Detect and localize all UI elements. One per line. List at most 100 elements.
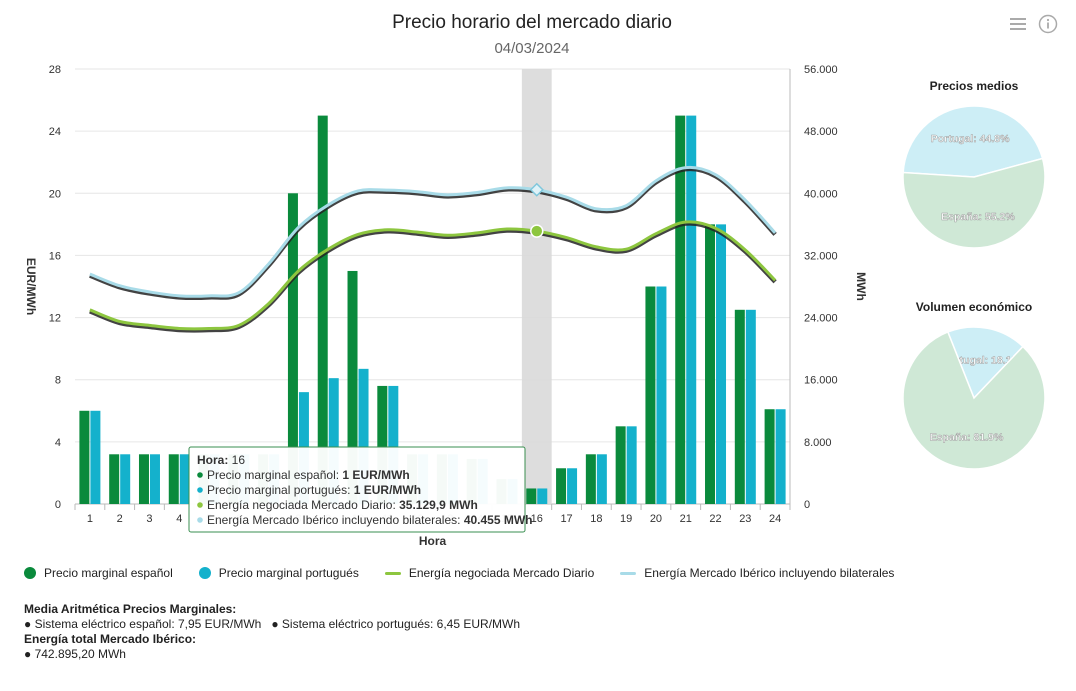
y-tick-label-left: 20 bbox=[49, 188, 61, 200]
total-energy-title: Energía total Mercado Ibérico: bbox=[24, 632, 197, 646]
bar-spain[interactable] bbox=[377, 385, 388, 504]
line-energy-md[interactable] bbox=[89, 220, 777, 331]
legend-spain-marker bbox=[24, 567, 36, 579]
x-tick-label: 23 bbox=[739, 513, 751, 525]
pie-label-portugal: Portugal: 44.8% bbox=[931, 133, 1010, 145]
bar-portugal[interactable] bbox=[388, 385, 399, 504]
bar-portugal[interactable] bbox=[626, 426, 637, 504]
bar-portugal[interactable] bbox=[567, 468, 578, 504]
x-tick-label: 4 bbox=[176, 513, 182, 525]
bar-spain[interactable] bbox=[675, 115, 686, 504]
pie-precios-medios: Portugal: 44.8% España: 55.2% bbox=[902, 105, 1046, 249]
y-axis-title-right: MWh bbox=[854, 272, 868, 301]
pie-label-spain: España: 81.9% bbox=[930, 431, 1004, 443]
bar-spain[interactable] bbox=[645, 286, 656, 505]
x-tick-label: 20 bbox=[650, 513, 662, 525]
x-tick-label: 2 bbox=[117, 513, 123, 525]
avg-prices-line: ● Sistema eléctrico español: 7,95 EUR/MW… bbox=[24, 617, 521, 631]
bar-spain[interactable] bbox=[705, 224, 716, 504]
bar-portugal[interactable] bbox=[686, 115, 697, 504]
x-tick-label: 22 bbox=[709, 513, 721, 525]
x-tick-label: 18 bbox=[590, 513, 602, 525]
hamburger-menu-icon[interactable] bbox=[1008, 14, 1028, 34]
bar-portugal[interactable] bbox=[120, 454, 131, 504]
y-tick-label-left: 12 bbox=[49, 313, 61, 325]
pie-title-precios-medios: Precios medios bbox=[929, 79, 1019, 93]
x-axis-title: Hora bbox=[419, 534, 447, 548]
pie-slice-portugal[interactable] bbox=[946, 326, 1024, 400]
bar-portugal[interactable] bbox=[537, 488, 548, 504]
info-icon[interactable] bbox=[1038, 14, 1058, 34]
tooltip-row: Precio marginal español: 1 EUR/MWh bbox=[207, 468, 410, 482]
y-tick-label-right: 56.000 bbox=[804, 64, 838, 76]
tooltip-row-marker bbox=[197, 517, 203, 523]
bar-portugal[interactable] bbox=[656, 286, 667, 505]
pie-volumen-economico: Portugal: 18.1% España: 81.9% bbox=[902, 326, 1046, 470]
tooltip-box bbox=[188, 446, 526, 533]
y-tick-label-left: 0 bbox=[55, 499, 61, 511]
chart-toolbar bbox=[1008, 14, 1058, 34]
legend-portugal-marker bbox=[198, 567, 211, 579]
legend-item-energy-iberico[interactable]: Energía Mercado Ibérico incluyendo bilat… bbox=[620, 566, 894, 580]
x-tick-label: 19 bbox=[620, 513, 632, 525]
legend-energy-iberico-label: Energía Mercado Ibérico incluyendo bilat… bbox=[644, 566, 895, 580]
x-tick-label: 3 bbox=[146, 513, 152, 525]
tooltip-row: Energía negociada Mercado Diario: 35.129… bbox=[207, 498, 478, 512]
bar-spain[interactable] bbox=[287, 193, 298, 505]
stats-panel: Media Aritmética Precios Marginales: ● S… bbox=[24, 602, 520, 662]
tooltip-row: Energía Mercado Ibérico incluyendo bilat… bbox=[207, 513, 533, 527]
legend-item-energy-md[interactable]: Energía negociada Mercado Diario bbox=[384, 566, 595, 580]
x-tick-label: 17 bbox=[560, 513, 572, 525]
bar-spain[interactable] bbox=[109, 454, 120, 504]
pie-label-portugal: Portugal: 18.1% bbox=[942, 355, 1021, 367]
y-axis-title-left: EUR/MWh bbox=[24, 258, 38, 315]
bar-portugal[interactable] bbox=[179, 454, 190, 504]
pie-slice-portugal[interactable] bbox=[902, 105, 1044, 178]
y-tick-label-left: 16 bbox=[49, 250, 61, 262]
bar-portugal[interactable] bbox=[716, 224, 727, 504]
bar-portugal[interactable] bbox=[358, 368, 369, 504]
x-tick-label: 1 bbox=[87, 513, 93, 525]
line-energy-iberico[interactable] bbox=[89, 165, 777, 298]
bar-spain[interactable] bbox=[615, 426, 626, 504]
legend-energy-md-marker bbox=[384, 571, 401, 575]
x-tick-label: 21 bbox=[680, 513, 692, 525]
bar-spain[interactable] bbox=[585, 454, 596, 504]
pie-slice-spain[interactable] bbox=[902, 157, 1046, 249]
bar-spain[interactable] bbox=[347, 270, 358, 504]
bar-spain[interactable] bbox=[138, 454, 149, 504]
highlight-band bbox=[521, 69, 552, 504]
legend-item-portugal[interactable]: Precio marginal portugués bbox=[198, 566, 359, 580]
pie-title-volumen-economico: Volumen económico bbox=[915, 300, 1033, 314]
y-tick-label-left: 28 bbox=[49, 64, 61, 76]
pie-label-spain: España: 55.2% bbox=[941, 211, 1015, 223]
total-energy-line: ● 742.895,20 MWh bbox=[24, 647, 126, 661]
y-tick-label-right: 48.000 bbox=[804, 126, 838, 138]
bar-portugal[interactable] bbox=[90, 410, 101, 504]
y-tick-label-right: 16.000 bbox=[804, 375, 838, 387]
bar-portugal[interactable] bbox=[745, 309, 756, 504]
y-tick-label-left: 4 bbox=[55, 437, 61, 449]
bar-portugal[interactable] bbox=[149, 454, 160, 504]
pie-slice-spain[interactable] bbox=[902, 331, 1046, 470]
y-tick-label-left: 24 bbox=[49, 126, 61, 138]
bar-portugal[interactable] bbox=[596, 454, 607, 504]
legend-item-spain[interactable]: Precio marginal español bbox=[24, 566, 173, 580]
bar-spain[interactable] bbox=[317, 115, 328, 504]
bar-spain[interactable] bbox=[556, 468, 567, 504]
bar-spain[interactable] bbox=[79, 410, 90, 504]
bar-portugal[interactable] bbox=[775, 409, 786, 504]
y-tick-label-right: 0 bbox=[804, 499, 810, 511]
bar-spain[interactable] bbox=[526, 488, 537, 504]
bar-spain[interactable] bbox=[168, 454, 179, 504]
bar-spain[interactable] bbox=[734, 309, 745, 504]
chart-title: Precio horario del mercado diario bbox=[392, 12, 672, 33]
bar-portugal[interactable] bbox=[328, 378, 339, 504]
legend-energy-md-label: Energía negociada Mercado Diario bbox=[408, 566, 595, 580]
legend-portugal-label: Precio marginal portugués bbox=[218, 566, 359, 580]
tooltip-row-marker bbox=[197, 502, 203, 508]
price-chart: 048121620242808.00016.00024.00032.00040.… bbox=[24, 64, 868, 548]
line-energy-md-shadow bbox=[89, 221, 777, 333]
avg-prices-title: Media Aritmética Precios Marginales: bbox=[24, 602, 237, 616]
bar-spain[interactable] bbox=[764, 409, 775, 504]
